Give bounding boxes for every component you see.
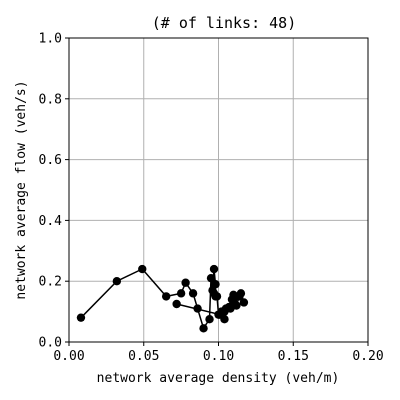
data-point [212,292,222,301]
data-point [76,313,86,322]
data-point [211,280,220,289]
data-point [235,292,244,301]
x-tick-label: 0.05 [128,349,159,364]
y-tick-label: 0.8 [39,92,62,107]
data-point [193,304,202,313]
series-line [80,268,245,331]
data-point [239,298,249,307]
data-point [176,289,186,298]
y-tick-label: 0.4 [39,214,63,229]
data-point [188,289,198,298]
data-point [205,315,214,324]
data-point [112,277,122,286]
plot-area [76,264,249,333]
chart-title: (# of links: 48) [152,14,297,32]
data-point [206,273,216,283]
data-point [181,278,190,287]
x-tick-label: 0.10 [203,349,234,364]
axis-ticks: 0.00 0.05 0.10 0.15 0.20 0.0 0.2 0.4 0.6 0.8 1.0 [39,32,384,365]
y-tick-label: 0.0 [39,336,62,351]
x-tick-label: 0.00 [53,349,84,364]
data-point [209,264,219,274]
data-point [161,292,171,301]
data-point [199,324,208,333]
y-tick-label: 1.0 [39,32,62,47]
x-axis-label: network average density (veh/m) [97,371,340,386]
y-tick-label: 0.2 [39,275,62,290]
data-point [172,299,181,309]
y-axis-label: network average flow (veh/s) [14,80,29,299]
data-point [138,264,147,274]
x-tick-label: 0.15 [278,349,309,364]
y-tick-label: 0.6 [39,153,62,168]
x-tick-label: 0.20 [352,349,383,364]
data-point [215,310,225,319]
